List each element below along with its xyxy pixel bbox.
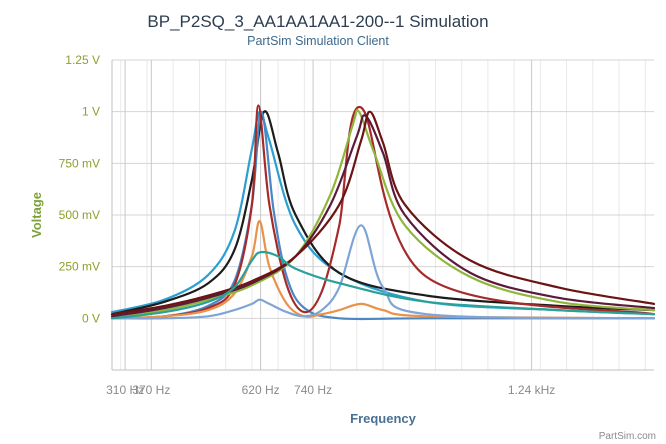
series-line-4 bbox=[110, 104, 656, 320]
series-line-6 bbox=[110, 224, 656, 320]
credit-text: PartSim.com bbox=[599, 431, 656, 442]
x-tick-label: 310 Hz bbox=[106, 383, 144, 397]
series-line-5 bbox=[110, 220, 656, 320]
series-line-10 bbox=[110, 250, 656, 320]
series-line-8 bbox=[110, 114, 656, 318]
x-tick-label: 370 Hz bbox=[132, 383, 170, 397]
x-tick-label: 1.24 kHz bbox=[508, 383, 555, 397]
x-tick-label: 740 Hz bbox=[294, 383, 332, 397]
series-line-3 bbox=[110, 110, 656, 321]
x-axis-label: Frequency bbox=[350, 411, 417, 426]
series-group bbox=[110, 104, 656, 321]
chart-subtitle: PartSim Simulation Client bbox=[247, 34, 389, 48]
y-tick-label: 0 V bbox=[82, 311, 100, 325]
chart-title: BP_P2SQ_3_AA1AA1AA1-200--1 Simulation bbox=[147, 12, 488, 31]
grid bbox=[112, 59, 654, 370]
y-axis-label: Voltage bbox=[29, 192, 44, 238]
series-line-9 bbox=[110, 110, 656, 316]
y-tick-label: 750 mV bbox=[59, 156, 100, 170]
series-line-7 bbox=[110, 109, 656, 320]
y-tick-label: 1 V bbox=[82, 105, 100, 119]
series-line-2 bbox=[110, 110, 656, 316]
y-tick-label: 1.25 V bbox=[65, 53, 100, 67]
y-tick-label: 250 mV bbox=[59, 260, 100, 274]
plot-area bbox=[110, 59, 656, 371]
y-tick-labels: 0 V 250 mV 500 mV 750 mV 1 V 1.25 V bbox=[59, 53, 100, 325]
x-tick-label: 620 Hz bbox=[242, 383, 280, 397]
y-tick-label: 500 mV bbox=[59, 208, 100, 222]
